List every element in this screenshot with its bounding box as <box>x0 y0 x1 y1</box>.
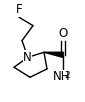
Text: NH: NH <box>53 70 70 83</box>
Text: N: N <box>23 51 32 64</box>
Text: O: O <box>58 27 68 40</box>
Polygon shape <box>44 52 63 57</box>
Text: 2: 2 <box>64 72 70 80</box>
Text: F: F <box>16 3 22 16</box>
